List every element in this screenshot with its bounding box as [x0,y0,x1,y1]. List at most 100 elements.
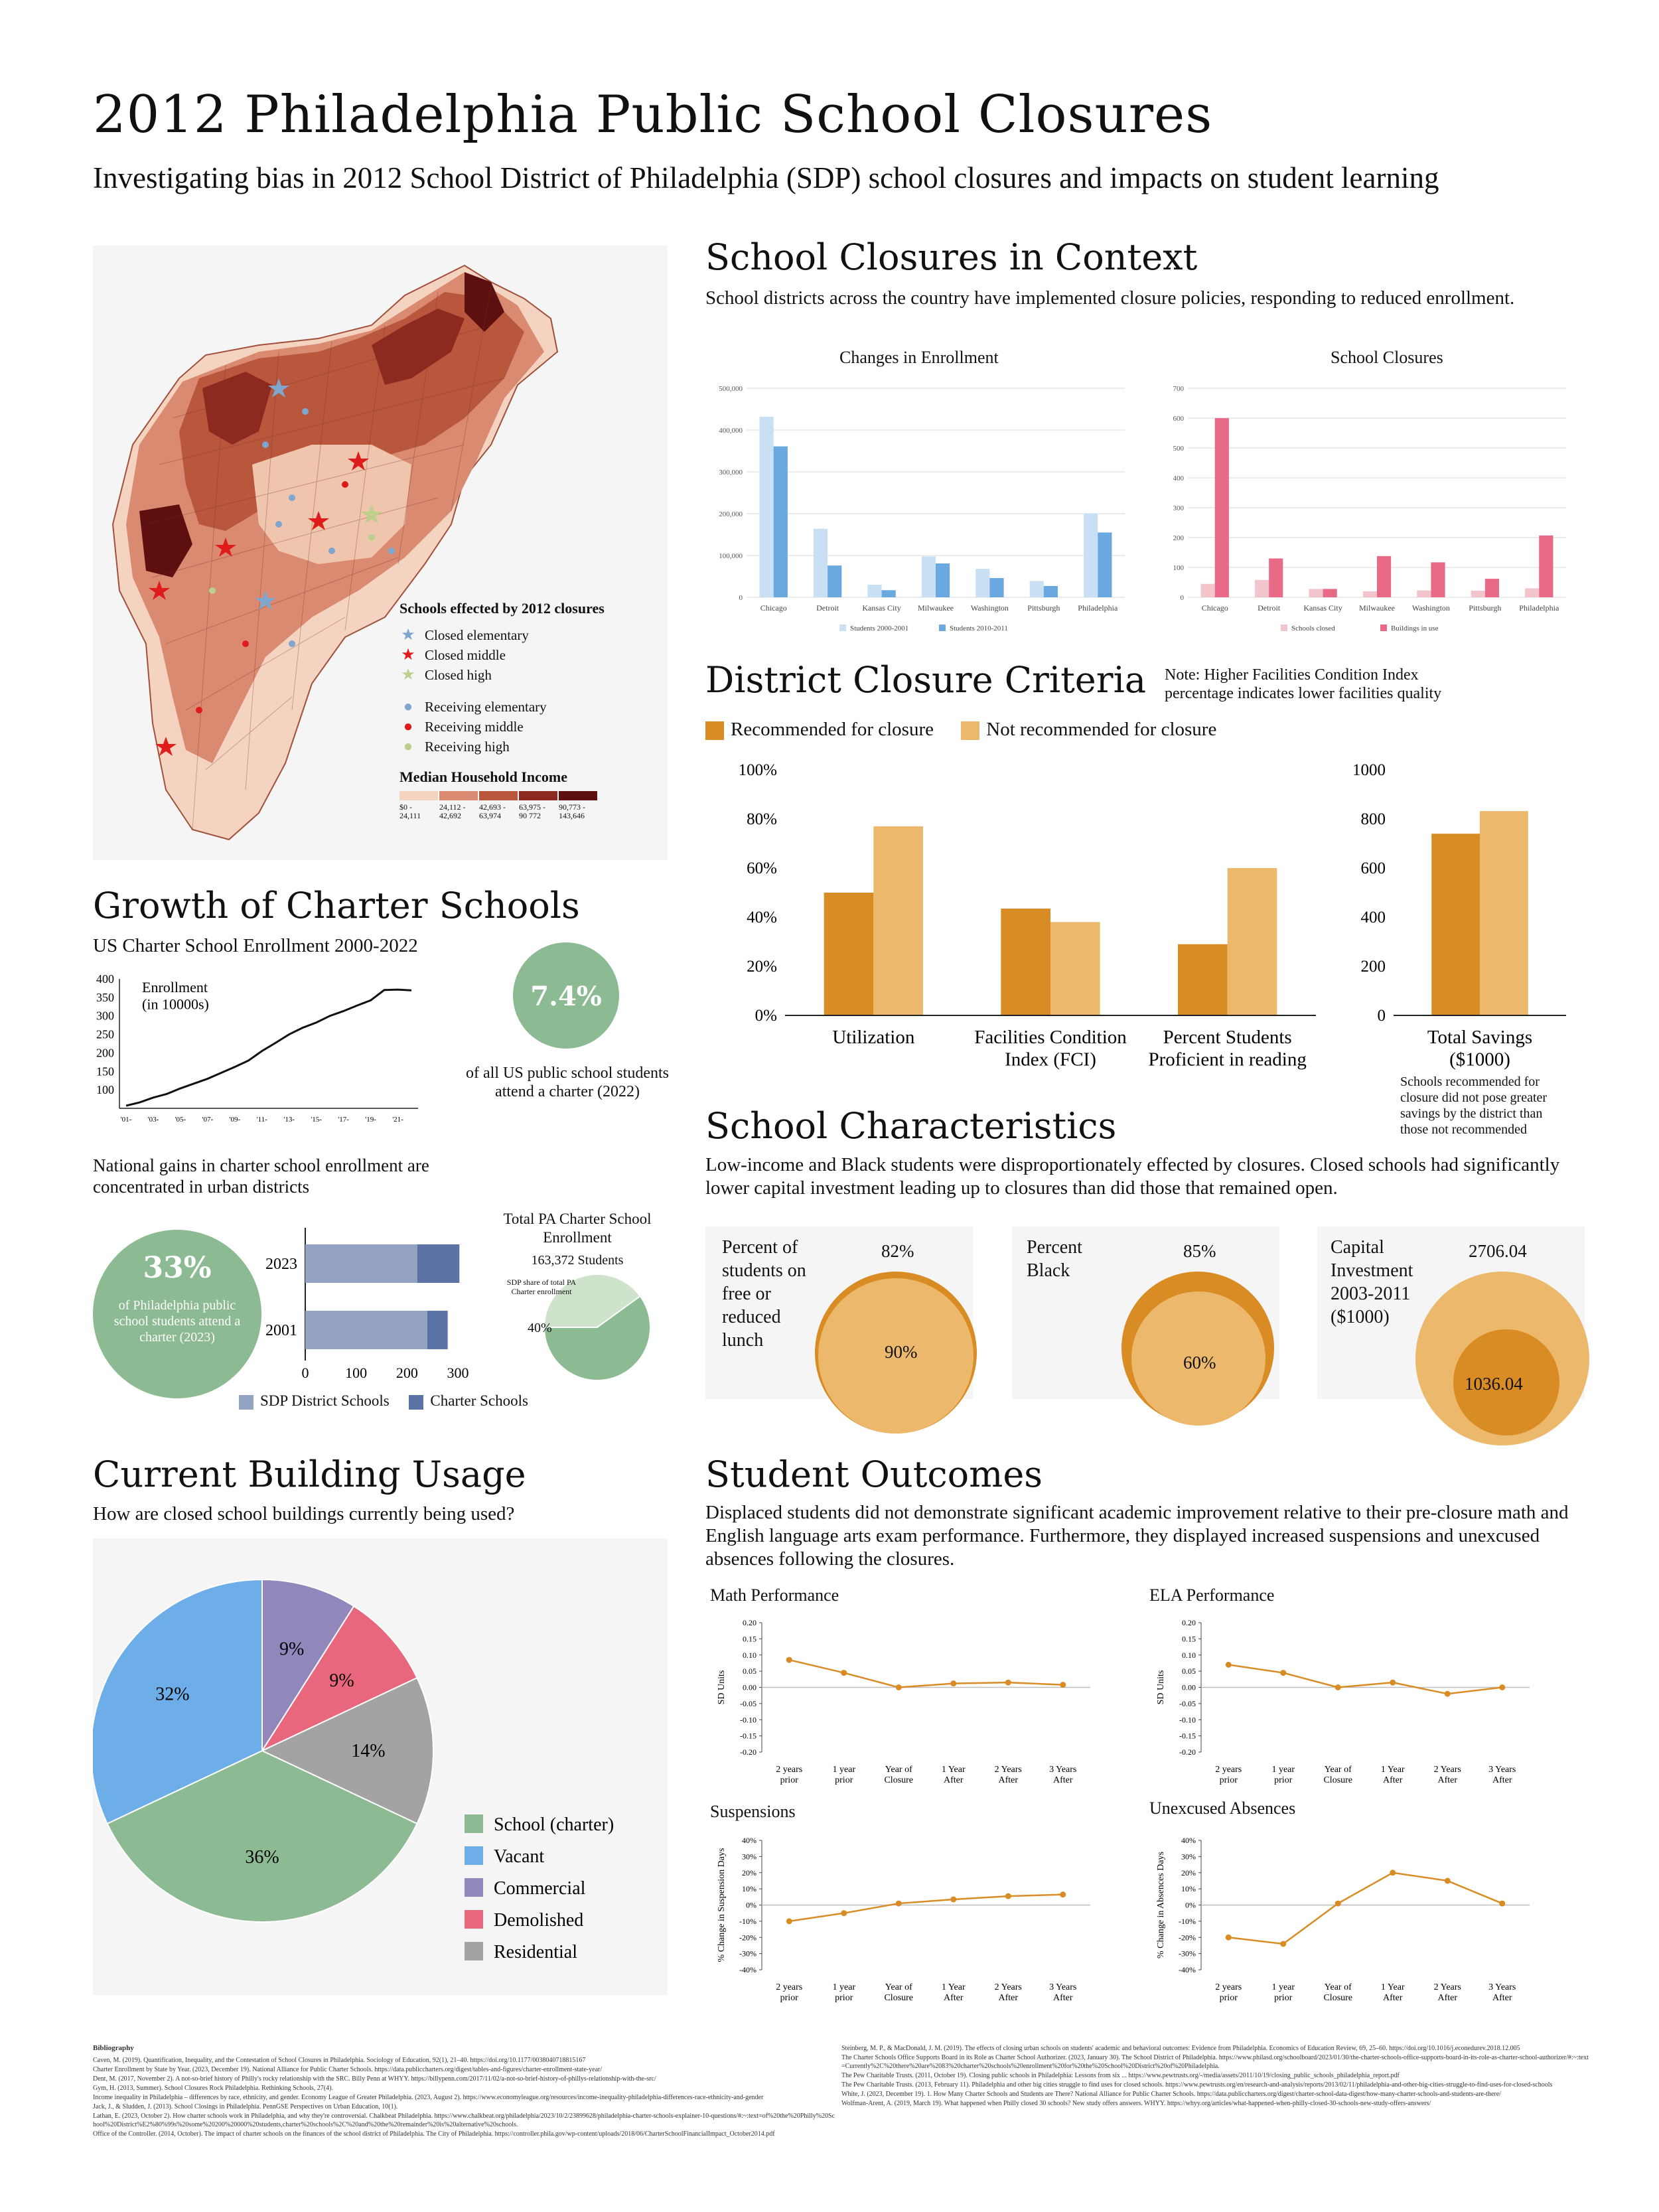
characteristics-heading: School Characteristics [705,1105,1117,1147]
x-tick-label: '19- [365,1116,376,1124]
income-bin-label: 90,773 - 143,646 [559,802,585,820]
income-swatch [519,791,557,800]
map-legend-label: Closed high [425,667,492,683]
x-tick-label: Percent Students Proficient in reading [1148,1027,1306,1070]
income-map-panel: Schools effected by 2012 closures ★ Close… [93,246,668,860]
bibliography-entry: White, J. (2023, December 19). 1. How Ma… [841,2091,1501,2098]
x-tick-label: 3 Years After [1488,1765,1516,1785]
y-axis-label: SD Units [717,1670,727,1705]
bar [873,826,923,1015]
x-tick-label: Chicago [760,603,787,613]
y-tick-label: 0.00 [1182,1683,1196,1692]
y-tick-label: 0.05 [743,1666,757,1676]
legend-swatch [465,1878,483,1897]
map-legend-item: ★ Closed elementary [398,625,547,645]
y-tick-label: 500 [1173,445,1185,453]
y-tick-label: 250 [96,1028,114,1041]
outcome-line [1228,1872,1503,1945]
x-tick-label: '07- [202,1116,214,1124]
y-axis-label: % Change in Absences Days [1156,1852,1166,1958]
stacked-bar-segment [305,1311,427,1349]
legend-swatch-not-recommended [961,721,980,741]
tract-lines [145,285,505,830]
income-swatch [479,791,518,800]
y-tick-label: 0.15 [1182,1634,1196,1643]
blue-star-icon: ★ [401,627,415,644]
x-tick-label: Washington [1412,603,1450,613]
closures-chart-title: School Closures [1331,348,1443,367]
y-tick-label: -0.20 [1179,1747,1196,1757]
y-tick-label: -10% [739,1917,757,1926]
y-tick-label: 0 [739,594,743,602]
legend-label: Commercial [494,1878,586,1899]
y-tick-label: 400,000 [719,427,743,435]
charter-stacked-bar-chart: 2023 2001 0 100 200 300 [265,1228,469,1381]
math-line-chart: -0.20 -0.15 -0.10 -0.05 0.00 0.05 0.10 0.15 0.20… [717,1618,1090,1785]
y-tick-label: -0.15 [740,1732,757,1741]
x-tick-label: '03- [148,1116,159,1124]
bibliography-left: Caven, M. (2019). Quantification, Inequa… [93,2056,836,2139]
bar [1001,909,1050,1015]
y-tick-label: 0% [755,1007,777,1025]
pa-pie-title: Total PA Charter School Enrollment [503,1211,652,1246]
income-swatch [559,791,597,800]
lunch-inner-value: 90% [885,1342,918,1362]
enrollment-line [125,988,412,1107]
investment-inner-circle [1453,1329,1559,1436]
usage-slice [260,1676,434,1825]
y-tick-label: 400 [1173,475,1185,482]
x-tick-label: '15- [311,1116,322,1124]
x-tick-label: '11- [257,1116,268,1124]
x-tick-label: Detroit [1258,603,1281,613]
data-point [1390,1679,1396,1686]
savings-note: Schools recommended for closure did not … [1400,1074,1548,1137]
slice-value-label: 32% [155,1684,189,1704]
x-tick-label: Pittsburgh [1469,603,1501,613]
bar [921,556,936,597]
criteria-legend: Recommended for closure Not recommended … [705,718,1216,741]
us-charter-percent: 7.4% [530,981,602,1012]
y-tick-label: -40% [1179,1965,1196,1974]
data-point [786,1657,792,1663]
charter-enrollment-line-chart: 100 150 200 250 300 350 400 '01- '03- '05- '07- '09… [96,972,418,1124]
map-legend-label: Receiving elementary [425,699,547,715]
page-title: 2012 Philadelphia Public School Closures [93,85,1213,145]
x-tick-label: Philadelphia [1078,603,1118,613]
x-tick-label: Year of Closure [884,1982,913,2003]
bar [828,565,842,597]
y-tick-label: 80% [747,810,777,828]
data-point [1225,1661,1232,1668]
income-swatch [399,791,438,800]
x-tick-label: '01- [121,1116,132,1124]
suspensions-line-chart: -40% -30% -20% -10% 0% 10% 20% 30% 40% 2 years pri… [717,1836,1090,2003]
legend-swatch [1281,625,1287,631]
legend-swatch [939,625,946,631]
y-tick-label: 10% [742,1884,757,1893]
pa-students: 163,372 Students [531,1253,624,1268]
bibliography-entry: Dent, M. (2017, November 2). A not-so-br… [93,2075,656,2083]
lunch-label: Percent of students on free or reduced l… [722,1237,806,1351]
x-tick-label: Pittsburgh [1027,603,1060,613]
income-bin-label: 63,975 - 90 772 [519,802,545,820]
legend-swatch [1380,625,1387,631]
legend-swatch [839,625,846,631]
map-legend-label: Closed elementary [425,627,529,643]
map-legend-item: ● Receiving middle [398,717,547,737]
x-tick-label: 2 Years After [995,1765,1022,1785]
black-label: Percent Black [1027,1237,1082,1281]
x-tick-label: Total Savings ($1000) [1427,1027,1532,1070]
income-bin: $0 - 24,111 [399,791,438,820]
charter-chart-title: US Charter School Enrollment 2000-2022 [93,935,418,956]
legend-label-not-recommended: Not recommended for closure [986,719,1217,740]
usage-pie-chart: 9% 9% 14% 36% 32% School (charter) Vacant Comme… [90,1578,614,1962]
y-tick-label: 0% [1185,1901,1196,1910]
y-axis-label: SD Units [1156,1670,1166,1705]
y-tick-label: 40% [742,1836,757,1845]
slice-value-label: 36% [245,1847,279,1868]
x-tick-label: 1 year prior [1271,1982,1295,2003]
income-legend-title: Median Household Income [399,769,568,785]
legend-label-recommended: Recommended for closure [731,719,934,740]
bibliography-entry: Charter Enrollment by State by Year. (20… [93,2066,603,2073]
y-tick-label: -0.20 [740,1747,757,1757]
y-tick-label: 0.00 [743,1683,757,1692]
